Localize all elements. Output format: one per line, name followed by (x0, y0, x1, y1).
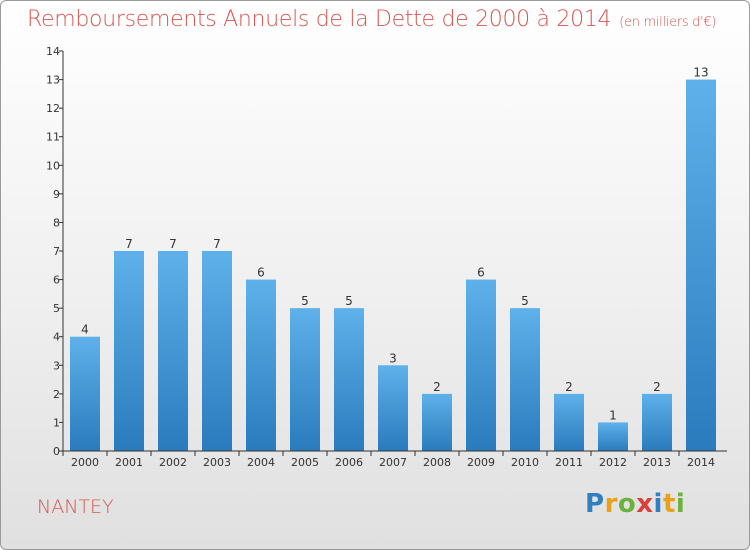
bar (686, 79, 716, 452)
data-label: 6 (257, 266, 265, 280)
data-label: 5 (301, 294, 309, 308)
chart-subtitle: (en milliers d'€) (619, 15, 717, 30)
x-tick-label: 2002 (159, 456, 187, 469)
bars-group: 4 7 7 7 6 5 5 3 2 6 5 2 1 2 13 (70, 66, 716, 452)
y-tick-label: 12 (46, 102, 60, 115)
x-axis: 2000 2001 2002 2003 2004 2005 2006 2007 2008 2009… (62, 450, 727, 469)
y-tick-label: 8 (53, 216, 60, 229)
x-tick-label: 2012 (599, 456, 627, 469)
bar (114, 251, 144, 451)
logo-letter: x (636, 489, 654, 519)
data-label: 1 (609, 408, 617, 422)
data-label: 7 (125, 237, 133, 251)
bar (334, 308, 364, 451)
bar (202, 251, 232, 451)
bar (378, 365, 408, 451)
data-label: 5 (345, 294, 353, 308)
y-tick-label: 4 (53, 331, 60, 344)
x-tick-label: 2010 (511, 456, 539, 469)
x-tick-label: 2001 (115, 456, 143, 469)
data-label: 2 (433, 380, 441, 394)
y-tick-label: 5 (53, 302, 60, 315)
data-label: 2 (565, 380, 573, 394)
y-tick-label: 2 (53, 388, 60, 401)
bar (510, 308, 540, 451)
bar (466, 279, 496, 451)
data-label: 7 (213, 237, 221, 251)
logo-letter: i (653, 489, 663, 519)
logo-letter: P (585, 489, 605, 519)
data-label: 7 (169, 237, 177, 251)
y-tick-label: 6 (53, 274, 60, 287)
x-tick-label: 2007 (379, 456, 407, 469)
x-tick-label: 2000 (71, 456, 99, 469)
x-tick-label: 2004 (247, 456, 275, 469)
x-tick-label: 2014 (687, 456, 715, 469)
y-tick-label: 0 (53, 445, 60, 458)
logo-letter: t (662, 489, 676, 519)
data-label: 2 (653, 380, 661, 394)
logo-letter: o (617, 489, 637, 519)
bar (554, 393, 584, 451)
y-tick-label: 1 (53, 416, 60, 429)
data-label: 5 (521, 294, 529, 308)
chart-title: Remboursements Annuels de la Dette de 20… (27, 7, 716, 32)
x-tick-label: 2005 (291, 456, 319, 469)
y-tick-label: 9 (53, 188, 60, 201)
x-tick-label: 2013 (643, 456, 671, 469)
chart-title-text: Remboursements Annuels de la Dette de 20… (27, 7, 612, 32)
proxiti-logo: Proxiti (585, 489, 685, 519)
data-label: 6 (477, 266, 485, 280)
x-tick-label: 2003 (203, 456, 231, 469)
logo-letter: r (604, 489, 618, 519)
bar (158, 251, 188, 451)
x-tick-label: 2009 (467, 456, 495, 469)
data-label: 13 (693, 66, 708, 80)
x-tick-label: 2008 (423, 456, 451, 469)
y-tick-label: 3 (53, 359, 60, 372)
bar (422, 393, 452, 451)
y-tick-label: 10 (46, 159, 60, 172)
bar (246, 279, 276, 451)
bar (642, 393, 672, 451)
y-tick-label: 7 (53, 245, 60, 258)
bar (70, 336, 100, 451)
bar (290, 308, 320, 451)
y-tick-label: 11 (46, 131, 60, 144)
data-label: 4 (81, 323, 89, 337)
y-tick-label: 13 (46, 74, 60, 87)
x-tick-label: 2011 (555, 456, 583, 469)
logo-letter: i (675, 489, 686, 519)
bar (598, 422, 628, 451)
data-label: 3 (389, 351, 397, 365)
y-tick-label: 14 (46, 45, 60, 58)
x-tick-label: 2006 (335, 456, 363, 469)
commune-name: NANTEY (37, 496, 114, 518)
